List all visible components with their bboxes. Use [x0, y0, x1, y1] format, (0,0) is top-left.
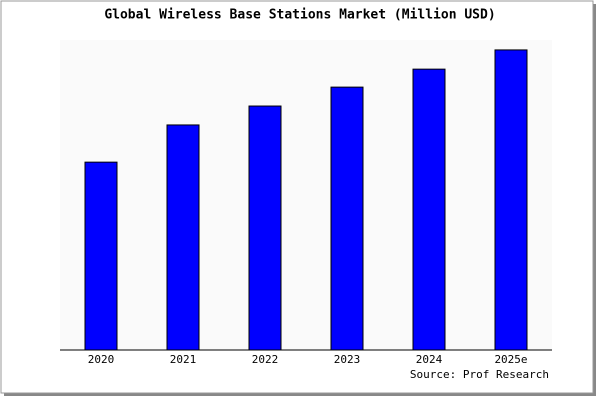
x-tick-label: 2024: [416, 353, 443, 366]
plot-area: [60, 40, 552, 350]
bar: [412, 68, 446, 351]
chart-title: Global Wireless Base Stations Market (Mi…: [104, 8, 495, 23]
x-tick-label: 2025e: [494, 353, 527, 366]
bar: [84, 161, 118, 351]
source-note: Source: Prof Research: [410, 368, 549, 381]
x-tick-label: 2022: [252, 353, 279, 366]
x-tick-label: 2023: [334, 353, 361, 366]
bar: [494, 49, 528, 351]
x-tick-label: 2021: [170, 353, 197, 366]
bar: [166, 124, 200, 351]
x-tick-label: 2020: [88, 353, 115, 366]
bar: [330, 86, 364, 351]
bar: [248, 105, 282, 351]
